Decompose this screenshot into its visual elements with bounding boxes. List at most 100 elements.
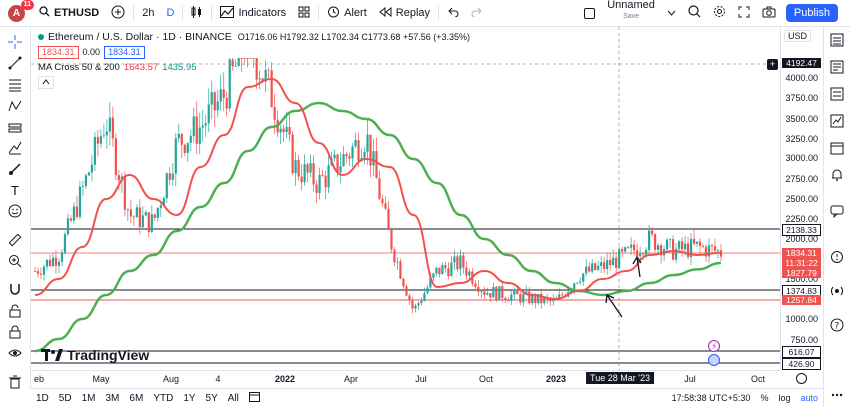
candle-body xyxy=(591,263,594,272)
emoji-icon[interactable] xyxy=(6,203,24,219)
chat-icon[interactable] xyxy=(829,203,845,219)
candle-body xyxy=(105,131,108,136)
bid-price-button[interactable]: 1834.31 xyxy=(38,45,79,59)
replay-button[interactable]: Replay xyxy=(373,0,436,27)
legend-title[interactable]: Ethereum / U.S. Dollar · 1D · BINANCE xyxy=(48,31,232,43)
eye-icon[interactable] xyxy=(6,345,24,361)
time-axis-settings-icon[interactable] xyxy=(796,373,807,384)
range-6m[interactable]: 6M xyxy=(129,392,144,404)
lock-icon[interactable] xyxy=(6,324,24,340)
range-5d[interactable]: 5D xyxy=(58,392,72,404)
candle-body xyxy=(426,287,429,294)
stay-drawing-icon[interactable] xyxy=(6,303,24,319)
undo-button[interactable] xyxy=(441,0,465,27)
user-avatar[interactable]: A 11 xyxy=(8,0,34,22)
fib-retracement-icon[interactable] xyxy=(6,77,24,93)
candle-body xyxy=(531,294,534,304)
settings-button[interactable] xyxy=(707,0,732,27)
candle-body xyxy=(665,239,669,250)
time-axis[interactable]: eb May Aug 4 2022 Apr Jul Oct 2023 Jul O… xyxy=(31,370,780,388)
pattern-icon[interactable] xyxy=(6,98,24,114)
interval-2h-button[interactable]: 2h xyxy=(142,7,155,19)
fullscreen-button[interactable] xyxy=(732,0,756,27)
candle-body xyxy=(456,256,459,270)
indicators-button[interactable]: Indicators xyxy=(214,0,292,27)
trend-line-icon[interactable] xyxy=(6,55,24,71)
redo-button[interactable] xyxy=(465,0,489,27)
ma-indicator-name[interactable]: MA Cross 50 & 200 xyxy=(38,61,120,73)
candle-body xyxy=(231,59,234,67)
prediction-icon[interactable] xyxy=(6,140,24,156)
range-all[interactable]: All xyxy=(227,392,239,404)
chart-pane[interactable]: ⚡ TradingView xyxy=(31,27,780,370)
ask-price-button[interactable]: 1834.31 xyxy=(104,45,145,59)
more-options-icon[interactable] xyxy=(829,387,845,403)
x-tick: Aug xyxy=(162,374,180,384)
text-icon[interactable]: T xyxy=(11,182,19,198)
legend-ohlc: O1716.06 H1792.32 L1702.34 C1773.68 +57.… xyxy=(237,32,470,42)
price-chart[interactable]: ⚡ xyxy=(31,27,780,370)
ideas-icon[interactable] xyxy=(829,249,845,265)
divider xyxy=(318,5,320,21)
magnet-icon[interactable] xyxy=(6,281,24,297)
candle-body xyxy=(60,252,64,262)
alerts-icon[interactable] xyxy=(829,59,845,75)
ruler-icon[interactable] xyxy=(6,232,24,248)
auto-toggle[interactable]: auto xyxy=(800,393,818,403)
layout-select-checkbox[interactable] xyxy=(578,0,601,27)
crosshair-icon[interactable] xyxy=(6,34,24,50)
candle-body xyxy=(707,245,711,257)
legend-collapse[interactable] xyxy=(38,75,470,89)
projection-icon[interactable] xyxy=(6,120,24,136)
candle-body xyxy=(183,144,186,153)
chart-type-button[interactable] xyxy=(185,0,209,27)
ma-slow-value: 1435.95 xyxy=(162,61,197,73)
alert-button[interactable]: Alert xyxy=(321,0,373,27)
range-1d[interactable]: 1D xyxy=(36,392,49,404)
interval-d-button[interactable]: D xyxy=(166,7,175,19)
hotlist-icon[interactable] xyxy=(829,113,845,129)
notifications-icon[interactable] xyxy=(829,167,845,183)
candle-body xyxy=(57,261,61,266)
add-alert-plus-icon[interactable]: + xyxy=(767,59,778,70)
goto-date-button[interactable] xyxy=(244,391,265,405)
layout-name-button[interactable]: Unnamed Save xyxy=(607,0,655,20)
clock-time[interactable]: 17:58:38 UTC+5:30 xyxy=(671,393,751,403)
range-ytd[interactable]: YTD xyxy=(153,392,174,404)
publish-button[interactable]: Publish xyxy=(785,4,838,22)
help-icon[interactable]: ? xyxy=(829,317,845,333)
price-axis[interactable]: USD 4000.00 3750.00 3500.00 3250.00 3000… xyxy=(767,27,822,370)
data-window-icon[interactable] xyxy=(829,86,845,102)
legend-quote-row: 1834.31 0.00 1834.31 xyxy=(38,45,470,59)
percent-toggle[interactable]: % xyxy=(760,393,769,403)
layout-menu-button[interactable] xyxy=(661,0,682,27)
line-mid-price-label: 1374.83 xyxy=(782,285,821,297)
candle-body xyxy=(627,247,630,249)
symbol-search[interactable]: ETHUSD xyxy=(33,0,105,27)
calendar-icon[interactable] xyxy=(829,140,845,156)
candle-body xyxy=(270,70,273,108)
trash-icon[interactable] xyxy=(6,374,24,390)
currency-button[interactable]: USD xyxy=(784,30,812,42)
candle-body xyxy=(39,273,43,275)
candle-body xyxy=(81,186,85,187)
range-3m[interactable]: 3M xyxy=(105,392,120,404)
range-1m[interactable]: 1M xyxy=(81,392,96,404)
brush-icon[interactable] xyxy=(6,161,24,177)
candle-body xyxy=(522,293,525,303)
candle-body xyxy=(153,214,156,218)
snapshot-button[interactable] xyxy=(756,0,782,27)
drawing-toolbar: T xyxy=(0,27,31,389)
watchlist-icon[interactable] xyxy=(829,32,845,48)
streams-icon[interactable] xyxy=(829,283,845,299)
candle-body xyxy=(597,266,600,270)
log-toggle[interactable]: log xyxy=(778,393,791,403)
quick-search-button[interactable] xyxy=(682,0,707,27)
zoom-in-icon[interactable] xyxy=(6,253,24,269)
compare-button[interactable] xyxy=(105,0,131,27)
templates-button[interactable] xyxy=(292,0,316,27)
bottom-toolbar: 1D 5D 1M 3M 6M YTD 1Y 5Y All 17:58:38 UT… xyxy=(31,388,823,407)
candle-body xyxy=(483,291,486,295)
range-5y[interactable]: 5Y xyxy=(205,392,218,404)
range-1y[interactable]: 1Y xyxy=(183,392,196,404)
